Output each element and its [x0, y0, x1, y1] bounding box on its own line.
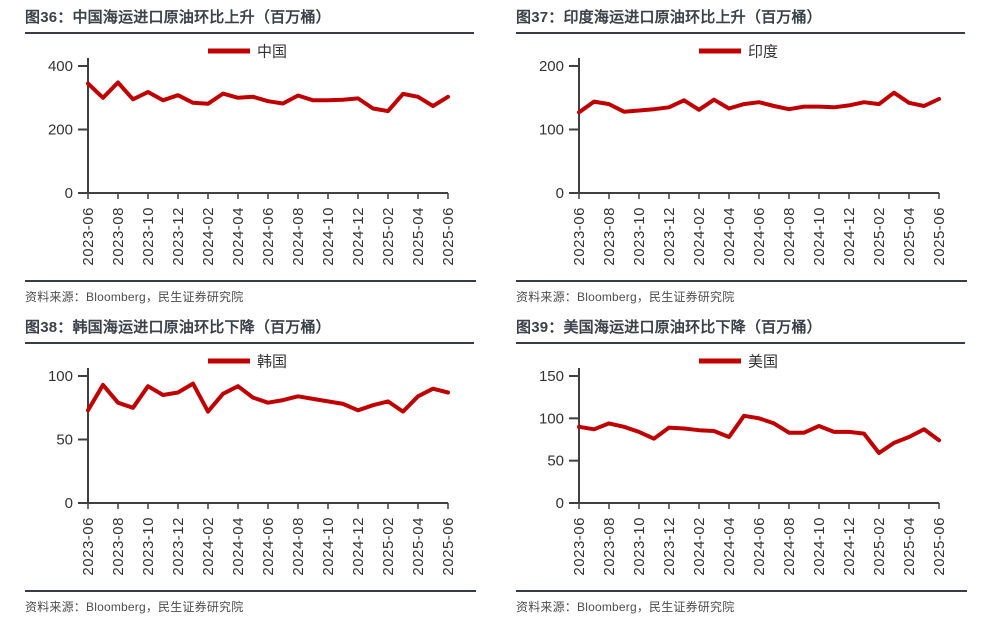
- series-line: [86, 80, 450, 114]
- x-tick-label: 2023-12: [661, 517, 678, 576]
- x-tick-label: 2024-04: [230, 517, 247, 576]
- x-tick-label: 2024-02: [691, 517, 708, 576]
- x-tick-label: 2023-10: [140, 517, 157, 576]
- legend-label: 中国: [257, 44, 287, 61]
- x-tick-label: 2023-10: [631, 517, 648, 576]
- y-tick-label: 400: [48, 58, 73, 75]
- x-tick-label: 2024-08: [781, 517, 798, 576]
- x-tick-label: 2025-04: [410, 517, 427, 576]
- y-tick-label: 200: [48, 122, 73, 139]
- y-tick-label: 50: [547, 453, 564, 470]
- x-tick-label: 2024-10: [320, 207, 337, 266]
- x-tick-label: 2023-08: [110, 207, 127, 266]
- legend-label: 韩国: [257, 354, 287, 371]
- y-tick-label: 0: [65, 185, 73, 202]
- y-tick-label: 100: [539, 410, 564, 427]
- x-tick-label: 2025-04: [901, 207, 918, 266]
- x-tick-label: 2023-06: [80, 207, 97, 266]
- figure-39-source-note: 资料来源：Bloomberg，民生证券研究院: [516, 590, 967, 615]
- x-tick-label: 2024-08: [781, 207, 798, 266]
- y-tick-label: 200: [539, 58, 564, 75]
- y-tick-label: 0: [556, 185, 564, 202]
- x-tick-label: 2023-12: [170, 517, 187, 576]
- x-tick-label: 2023-10: [140, 207, 157, 266]
- x-tick-label: 2024-06: [751, 207, 768, 266]
- x-tick-label: 2024-02: [200, 517, 217, 576]
- x-tick-label: 2024-10: [320, 517, 337, 576]
- figure-37-title: 图37：印度海运进口原油环比上升（百万桶）: [516, 6, 965, 34]
- x-tick-label: 2025-06: [931, 207, 948, 266]
- x-tick-label: 2025-04: [410, 207, 427, 266]
- series-line: [577, 90, 941, 115]
- series-line: [86, 381, 450, 414]
- x-tick-label: 2025-04: [901, 517, 918, 576]
- y-tick-label: 100: [48, 368, 73, 385]
- x-tick-label: 2023-12: [661, 207, 678, 266]
- series-line: [577, 413, 941, 455]
- x-tick-label: 2025-02: [380, 207, 397, 266]
- y-tick-label: 50: [56, 432, 73, 449]
- figure-36-title: 图36：中国海运进口原油环比上升（百万桶）: [25, 6, 474, 34]
- x-tick-label: 2024-08: [290, 517, 307, 576]
- figure-37-source-note: 资料来源：Bloomberg，民生证券研究院: [516, 280, 967, 305]
- x-tick-label: 2024-12: [350, 207, 367, 266]
- x-tick-label: 2024-04: [230, 207, 247, 266]
- x-tick-label: 2025-06: [440, 207, 457, 266]
- x-tick-label: 2023-08: [601, 517, 618, 576]
- figure-39-line-chart: 美国 0 50 100 150 2023-06 2023-08 2023-10 2023-12 2…: [539, 354, 948, 576]
- x-tick-label: 2025-06: [440, 517, 457, 576]
- x-tick-label: 2025-02: [380, 517, 397, 576]
- legend-label: 美国: [748, 354, 778, 371]
- x-tick-label: 2025-06: [931, 517, 948, 576]
- x-tick-label: 2024-06: [260, 517, 277, 576]
- figure-36-line-chart: 中国 0 200 400 2023-06 2023-08 2023-10 2023-12 202…: [48, 44, 457, 266]
- x-tick-label: 2023-08: [110, 517, 127, 576]
- figure-38-line-chart: 韩国 0 50 100 2023-06 2023-08 2023-10 2023-12 2024…: [48, 354, 457, 576]
- x-tick-label: 2024-08: [290, 207, 307, 266]
- x-tick-label: 2024-10: [811, 517, 828, 576]
- y-tick-label: 0: [65, 495, 73, 512]
- figure-36-panel: 图36：中国海运进口原油环比上升（百万桶） 中国 0 200 400 2023-06 20…: [0, 0, 491, 310]
- x-tick-label: 2024-06: [751, 517, 768, 576]
- x-tick-label: 2023-06: [571, 517, 588, 576]
- x-tick-label: 2023-10: [631, 207, 648, 266]
- figure-38-title: 图38：韩国海运进口原油环比下降（百万桶）: [25, 316, 474, 344]
- x-tick-label: 2024-02: [200, 207, 217, 266]
- x-tick-label: 2024-02: [691, 207, 708, 266]
- x-tick-label: 2024-06: [260, 207, 277, 266]
- figure-38-source-note: 资料来源：Bloomberg，民生证券研究院: [25, 590, 476, 615]
- x-tick-label: 2025-02: [871, 207, 888, 266]
- x-tick-label: 2024-10: [811, 207, 828, 266]
- figure-39-title: 图39：美国海运进口原油环比下降（百万桶）: [516, 316, 965, 344]
- y-tick-label: 100: [539, 122, 564, 139]
- figure-37-line-chart: 印度 0 100 200 2023-06 2023-08 2023-10 2023-12 202…: [539, 44, 948, 266]
- y-tick-label: 150: [539, 368, 564, 385]
- y-tick-label: 0: [556, 495, 564, 512]
- x-tick-label: 2023-06: [571, 207, 588, 266]
- x-tick-label: 2025-02: [871, 517, 888, 576]
- x-tick-label: 2023-08: [601, 207, 618, 266]
- x-tick-label: 2024-12: [350, 517, 367, 576]
- legend-label: 印度: [748, 44, 778, 61]
- x-tick-label: 2024-12: [841, 207, 858, 266]
- figure-39-panel: 图39：美国海运进口原油环比下降（百万桶） 美国 0 50 100 150 2023-06…: [491, 310, 982, 619]
- figure-36-source-note: 资料来源：Bloomberg，民生证券研究院: [25, 280, 476, 305]
- x-tick-label: 2024-12: [841, 517, 858, 576]
- x-tick-label: 2023-06: [80, 517, 97, 576]
- x-tick-label: 2024-04: [721, 517, 738, 576]
- figure-38-panel: 图38：韩国海运进口原油环比下降（百万桶） 韩国 0 50 100 2023-06 202…: [0, 310, 491, 619]
- x-tick-label: 2023-12: [170, 207, 187, 266]
- x-tick-label: 2024-04: [721, 207, 738, 266]
- figure-37-panel: 图37：印度海运进口原油环比上升（百万桶） 印度 0 100 200 2023-06 20…: [491, 0, 982, 310]
